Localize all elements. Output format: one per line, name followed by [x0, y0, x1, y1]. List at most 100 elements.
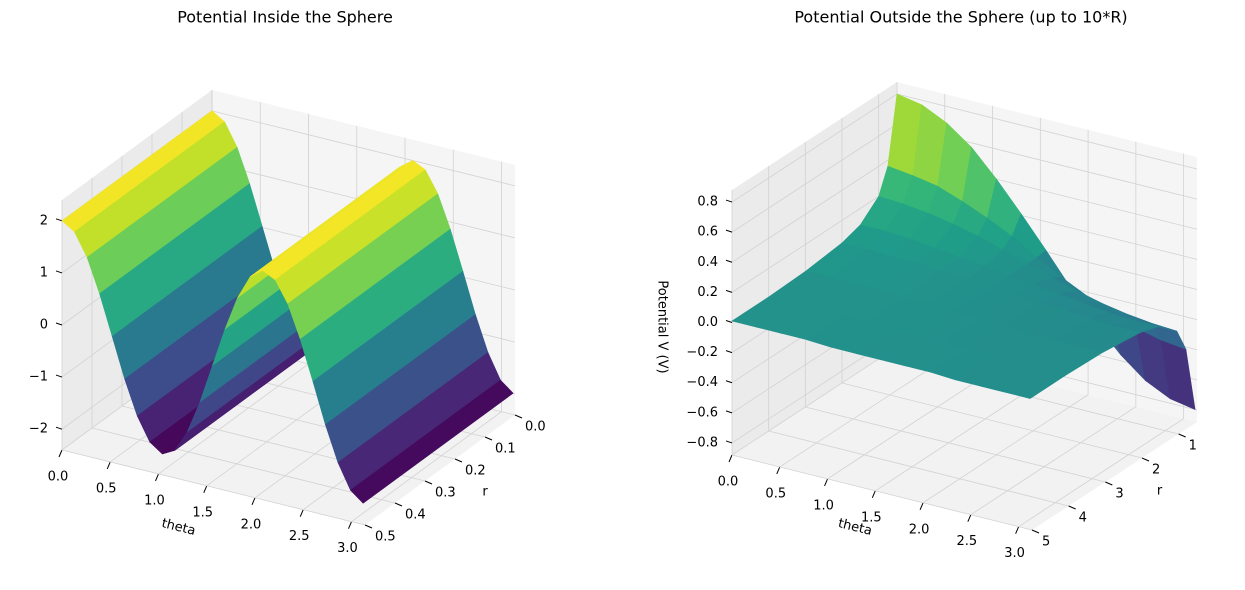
x-tick	[106, 461, 111, 470]
grid-line	[731, 153, 898, 263]
grid-line	[731, 123, 898, 233]
x-tick	[251, 497, 256, 505]
grid-line	[158, 363, 309, 475]
z-tick	[725, 229, 733, 233]
x-tick-label: 0.5	[96, 481, 117, 496]
x-tick	[58, 449, 63, 458]
grid-line	[91, 427, 396, 504]
y-tick	[1178, 433, 1186, 438]
x-tick-label: 0.0	[48, 470, 69, 485]
x-tick-label: 3.0	[337, 541, 358, 556]
x-tick	[728, 454, 733, 463]
z-tick-label: −0.4	[686, 375, 718, 390]
z-tick-label: 0	[40, 318, 48, 333]
z-tick	[725, 410, 733, 414]
z-tick	[55, 374, 63, 378]
grid-line	[805, 406, 1106, 483]
x-tick-label: 1.0	[813, 498, 834, 513]
grid-line	[827, 370, 993, 480]
y-tick-label: 0.2	[465, 464, 486, 479]
z-tick-label: 2	[40, 213, 48, 228]
grid-line	[768, 430, 1069, 507]
x-tick-label: 2.0	[241, 517, 262, 532]
grid-line	[779, 358, 945, 468]
floor-pane	[732, 347, 1197, 530]
x-tick	[299, 509, 304, 517]
y-tick	[1141, 457, 1150, 462]
y-tick	[364, 524, 373, 529]
y-tick-label: 0.5	[375, 530, 396, 545]
z-tick	[725, 320, 733, 323]
x-tick-label: 3.0	[1004, 546, 1025, 561]
y-tick	[1068, 505, 1076, 510]
surface-patch	[350, 467, 394, 504]
y-tick-label: 4	[1079, 511, 1087, 526]
grid-line	[922, 394, 1089, 504]
z-tick	[725, 199, 733, 203]
y-tick-label: 0.4	[405, 508, 426, 523]
x-tick	[155, 473, 159, 482]
z-tick	[725, 380, 733, 384]
y-tick-label: 0.1	[495, 442, 516, 457]
z-tick-label: −2	[29, 422, 48, 437]
surface-patch	[1004, 367, 1068, 399]
y-tick-label: 1	[1189, 439, 1197, 454]
y-tick-label: 5	[1042, 535, 1050, 550]
z-tick-label: −1	[29, 370, 48, 385]
x-tick	[203, 485, 208, 494]
z-tick-label: −0.2	[686, 345, 718, 360]
z-tick-label: 1	[40, 265, 48, 280]
x-tick	[1015, 526, 1020, 534]
x-tick-label: 2.5	[957, 534, 978, 549]
y-tick-label: 3	[1115, 487, 1123, 502]
grid-line	[875, 382, 1041, 492]
z-tick	[725, 440, 733, 444]
x-tick	[967, 514, 972, 522]
y-tick	[394, 502, 403, 507]
z-tick-label: 0.2	[697, 285, 718, 300]
grid-line	[211, 110, 516, 187]
y-tick	[484, 436, 493, 441]
grid-line	[61, 449, 366, 526]
z-tick-label: −0.8	[686, 435, 718, 450]
y-tick-label: 2	[1152, 463, 1160, 478]
y-tick-label: 0.3	[435, 486, 456, 501]
x-tick-label: 1.0	[144, 493, 165, 508]
grid-line	[731, 346, 898, 456]
y-tick	[424, 480, 433, 485]
x-tick	[348, 521, 352, 529]
y-tick	[1105, 481, 1113, 486]
x-tick	[824, 478, 829, 487]
grid-line	[841, 382, 1143, 459]
x-tick-label: 2.0	[909, 522, 930, 537]
y-tick	[454, 458, 463, 463]
x-tick	[919, 502, 924, 510]
x-tick-label: 2.5	[289, 529, 310, 544]
z-tick-label: 0.4	[697, 255, 718, 270]
grid-line	[896, 93, 1198, 170]
z-tick-label: 0.0	[697, 315, 718, 330]
x-tick-label: 1.5	[861, 510, 882, 525]
x-tick	[776, 466, 781, 475]
y-tick-label: 0.0	[525, 420, 546, 435]
grid-line	[731, 454, 1033, 531]
z-tick	[725, 350, 733, 354]
z-tick-label: 0.8	[697, 195, 718, 210]
z-tick-label: −0.6	[686, 405, 718, 420]
grid-line	[731, 184, 898, 293]
y-tick	[1031, 529, 1040, 534]
z-tick	[55, 270, 63, 274]
grid-line	[1018, 418, 1184, 527]
z-tick	[725, 259, 733, 263]
chart-title: Potential Outside the Sphere (up to 10*R…	[794, 8, 1127, 27]
x-tick-label: 1.5	[192, 505, 213, 520]
z-axis-label: Potential V (V)	[655, 280, 670, 373]
y-tick	[514, 414, 523, 419]
z-tick	[55, 322, 63, 326]
z-tick	[55, 426, 63, 430]
grid-line	[731, 93, 898, 203]
x-tick-label: 0.5	[765, 486, 786, 501]
y-axis-label: r	[1157, 484, 1163, 499]
grid-line	[970, 406, 1137, 516]
